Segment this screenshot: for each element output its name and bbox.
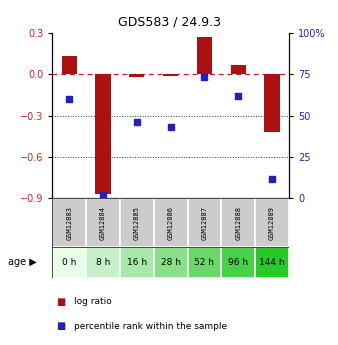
- Text: percentile rank within the sample: percentile rank within the sample: [74, 322, 227, 331]
- Bar: [120, 247, 154, 278]
- Bar: [231, 65, 246, 74]
- Point: [100, 192, 106, 198]
- Point: [67, 96, 72, 102]
- Bar: [221, 198, 255, 247]
- Bar: [52, 247, 86, 278]
- Bar: [96, 74, 111, 194]
- Bar: [265, 74, 280, 132]
- Text: GSM12884: GSM12884: [100, 206, 106, 239]
- Bar: [154, 247, 188, 278]
- Text: GDS583 / 24.9.3: GDS583 / 24.9.3: [118, 16, 220, 29]
- Text: 28 h: 28 h: [161, 258, 181, 267]
- Bar: [163, 74, 178, 76]
- Bar: [197, 37, 212, 74]
- Text: 52 h: 52 h: [194, 258, 215, 267]
- Text: 0 h: 0 h: [62, 258, 76, 267]
- Point: [236, 93, 241, 98]
- Point: [202, 75, 207, 80]
- Text: 8 h: 8 h: [96, 258, 110, 267]
- Text: log ratio: log ratio: [74, 297, 112, 306]
- Bar: [62, 56, 77, 74]
- Point: [134, 119, 140, 125]
- Text: ■: ■: [56, 321, 65, 331]
- Text: age ▶: age ▶: [8, 257, 37, 267]
- Text: 96 h: 96 h: [228, 258, 248, 267]
- Bar: [120, 198, 154, 247]
- Bar: [255, 247, 289, 278]
- Text: 144 h: 144 h: [259, 258, 285, 267]
- Bar: [129, 74, 145, 77]
- Text: GSM12889: GSM12889: [269, 206, 275, 239]
- Text: GSM12885: GSM12885: [134, 206, 140, 239]
- Bar: [52, 198, 86, 247]
- Point: [269, 176, 275, 181]
- Text: GSM12888: GSM12888: [235, 206, 241, 239]
- Bar: [255, 198, 289, 247]
- Text: GSM12886: GSM12886: [168, 206, 174, 239]
- Text: GSM12883: GSM12883: [66, 206, 72, 239]
- Text: GSM12887: GSM12887: [201, 206, 208, 239]
- Bar: [221, 247, 255, 278]
- Bar: [86, 247, 120, 278]
- Bar: [154, 198, 188, 247]
- Text: ■: ■: [56, 297, 65, 307]
- Point: [168, 125, 173, 130]
- Text: 16 h: 16 h: [127, 258, 147, 267]
- Bar: [188, 247, 221, 278]
- Bar: [86, 198, 120, 247]
- Bar: [188, 198, 221, 247]
